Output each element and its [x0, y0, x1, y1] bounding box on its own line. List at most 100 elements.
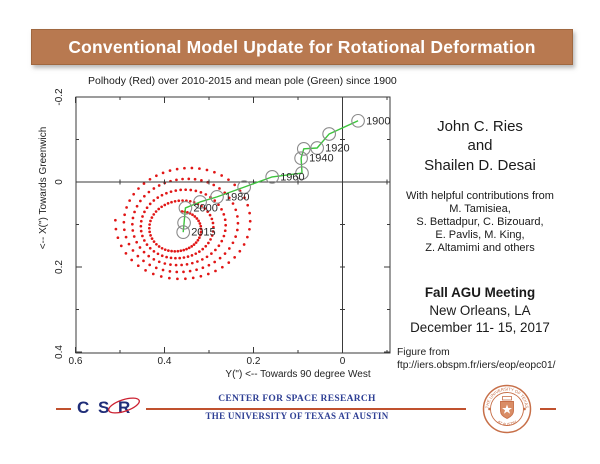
polhode-dot [143, 194, 146, 198]
seal-star-icon [502, 404, 512, 414]
polhode-dot [147, 226, 151, 230]
axis-labels: 0.6 0.4 0.2 0 -0.2 0 0.2 0.4 Y(") <-- Towards 90… [38, 88, 371, 380]
polhode-dot [165, 191, 168, 195]
polhode-dot [236, 221, 240, 225]
polhode-dot [204, 244, 208, 248]
polhode-dot [168, 169, 172, 172]
polhode-dot [201, 247, 205, 251]
polhode-dot [190, 253, 194, 257]
polhode-dot [148, 202, 152, 206]
polhode-dot [220, 207, 223, 211]
polhode-dot [136, 264, 140, 268]
polhode-dot [209, 238, 212, 241]
polhode-dot [227, 261, 231, 265]
polhode-dot [188, 199, 192, 203]
polhode-dot [133, 210, 136, 214]
polhode-dot [185, 247, 188, 251]
polhode-dot [193, 215, 197, 218]
polhode-dot [214, 269, 217, 273]
seal-bottom-text: AT AUSTIN [496, 419, 517, 427]
polhode-dot [231, 202, 235, 205]
polhode-dot [132, 235, 136, 238]
year-marker [177, 215, 191, 230]
polhode-dot [147, 190, 151, 194]
polhode-dot [199, 230, 203, 234]
polhode-dot [122, 228, 126, 232]
polhode-dot [149, 219, 152, 223]
footer-rule-left [56, 408, 71, 410]
polhode-dot [178, 256, 182, 260]
polhode-dot [160, 246, 164, 250]
x-axis-title: Y(") <-- Towards 90 degree West [225, 369, 370, 380]
polhode-dot [143, 210, 146, 214]
polhode-dot [195, 268, 198, 272]
polhode-dot [142, 250, 146, 254]
polhode-dot [196, 260, 199, 263]
polhode-dot [135, 204, 139, 208]
slide-title-banner: Conventional Model Update for Rotational… [31, 29, 573, 65]
polhode-dot [235, 228, 239, 232]
polhode-dot [131, 222, 134, 226]
polhode-dot [210, 234, 214, 237]
polhode-dot [188, 269, 192, 273]
figure-source-label: Figure from [397, 347, 450, 358]
year-marker [322, 127, 337, 141]
polhode-dot [187, 177, 191, 181]
ut-austin-seal: THE UNIVERSITY OF TEXAS AT AUSTIN [482, 384, 532, 434]
polhode-dot [139, 229, 143, 233]
polhode-dot [233, 255, 237, 259]
contrib-line: S. Bettadpur, C. Bizouard, [416, 215, 544, 228]
year-marker [176, 225, 191, 239]
polhode-dot [212, 183, 216, 187]
polhode-dot [205, 255, 209, 259]
polhode-dot [170, 249, 173, 253]
polhode-dot [152, 187, 156, 190]
polhode-dot [227, 247, 231, 250]
polhode-dot [156, 196, 160, 199]
polhode-dot [168, 270, 172, 273]
polhode-dot [236, 215, 239, 218]
polhode-dot [200, 204, 203, 208]
polhode-dot [234, 208, 238, 212]
polhode-dot [177, 199, 181, 203]
polhode-dot [161, 268, 165, 272]
year-marker [210, 190, 224, 204]
polhode-dot [199, 233, 202, 237]
polhode-dot [179, 188, 183, 192]
polhode-dot [130, 258, 134, 262]
polhode-dot [157, 260, 161, 264]
polhode-dot [206, 272, 210, 276]
polhode-dot [208, 213, 212, 217]
polhode-dot [181, 177, 184, 181]
polhode-dot [160, 205, 163, 209]
polhode-dot [145, 243, 149, 246]
polhode-dot [174, 256, 177, 260]
polhode-dot [150, 216, 154, 219]
polhode-dot [163, 203, 167, 207]
polhode-dot [190, 245, 194, 248]
polhode-dot [190, 261, 194, 265]
polhode-dot [135, 240, 139, 244]
seal-book-icon [502, 396, 512, 401]
polhode-dot [155, 242, 158, 246]
polhode-dot [199, 274, 203, 278]
polhode-dot [181, 199, 184, 202]
polhode-dot [175, 167, 179, 171]
polhode-dot [183, 166, 186, 170]
polhode-dot [234, 235, 237, 238]
y-tick-label: 0 [54, 179, 65, 185]
slide-title: Conventional Model Update for Rotational… [68, 36, 536, 57]
polhode-dot [170, 200, 173, 204]
polhode-dot [173, 249, 177, 253]
polhode-dot [175, 270, 179, 274]
year-label: 1960 [280, 171, 304, 183]
polhode-dot [210, 252, 213, 255]
polhode-dot [143, 239, 146, 242]
polhode-dot [220, 174, 223, 177]
polhode-dot [149, 234, 152, 237]
year-label: 1980 [225, 191, 249, 203]
footer-center-name: CENTER FOR SPACE RESEARCH [218, 394, 376, 404]
polhode-dot [198, 250, 201, 253]
